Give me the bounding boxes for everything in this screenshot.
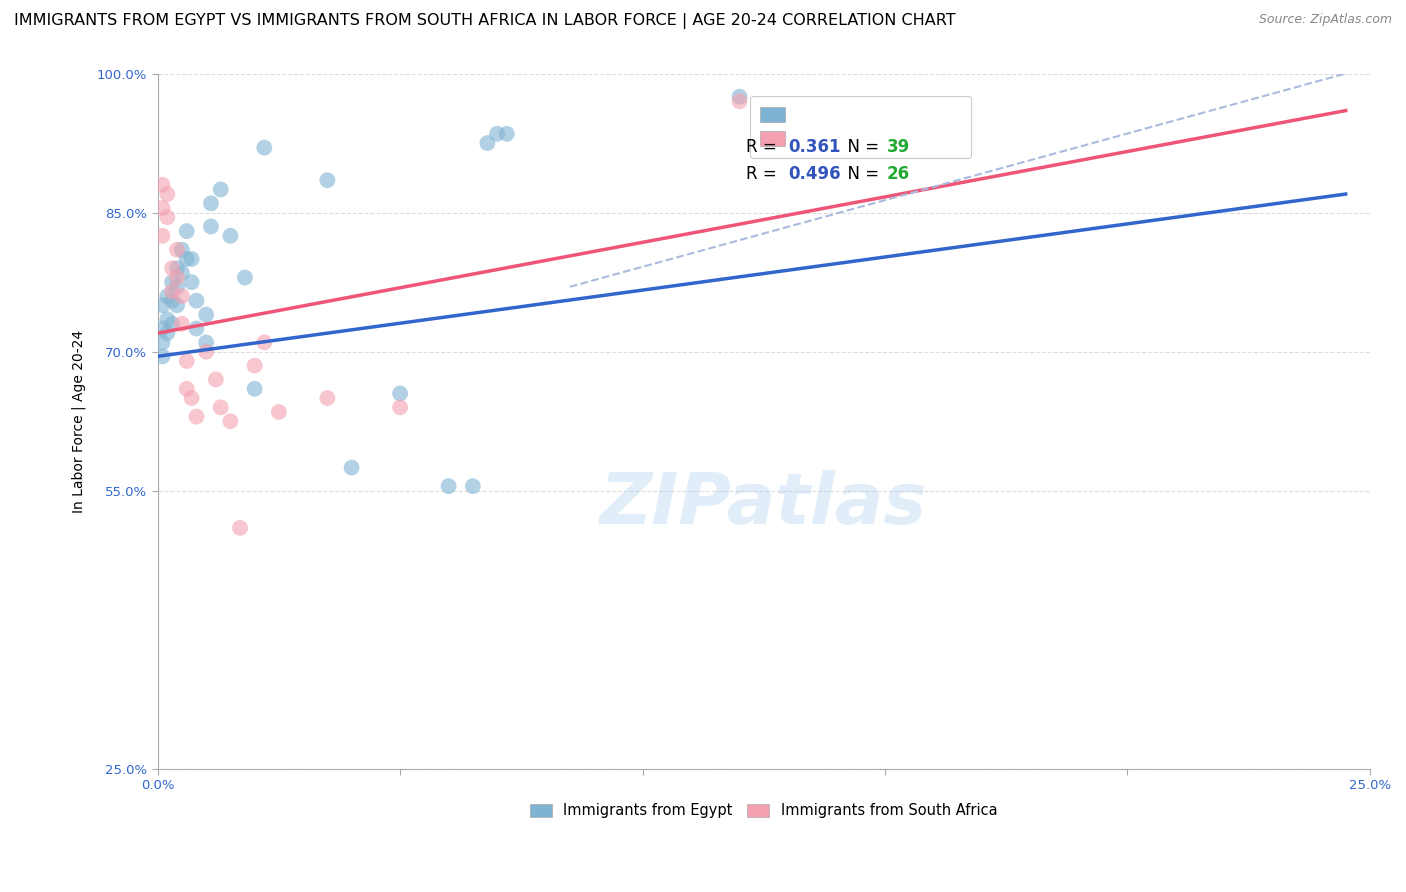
Text: R =: R = bbox=[747, 137, 782, 156]
Point bbox=[152, 349, 174, 363]
Point bbox=[200, 219, 222, 234]
Point bbox=[176, 382, 198, 396]
Point bbox=[243, 382, 266, 396]
Text: Source: ZipAtlas.com: Source: ZipAtlas.com bbox=[1258, 13, 1392, 27]
Point bbox=[152, 335, 174, 350]
Text: N =: N = bbox=[838, 165, 884, 183]
Text: 0.496: 0.496 bbox=[789, 165, 841, 183]
Point bbox=[728, 95, 751, 109]
Point bbox=[209, 401, 232, 415]
Point bbox=[170, 266, 193, 280]
Point bbox=[176, 224, 198, 238]
Point bbox=[156, 187, 179, 202]
Point bbox=[186, 293, 208, 308]
Point bbox=[156, 289, 179, 303]
Point bbox=[160, 317, 183, 331]
Point bbox=[195, 344, 218, 359]
Point bbox=[253, 335, 276, 350]
Point bbox=[728, 89, 751, 103]
Point bbox=[180, 275, 202, 289]
Text: N =: N = bbox=[838, 137, 884, 156]
Point bbox=[166, 280, 188, 294]
Point bbox=[156, 211, 179, 225]
Point bbox=[160, 275, 183, 289]
Point bbox=[176, 354, 198, 368]
Point bbox=[477, 136, 499, 150]
Text: ZIPatlas: ZIPatlas bbox=[600, 470, 928, 539]
Point bbox=[486, 127, 509, 141]
Point bbox=[205, 372, 228, 386]
Point bbox=[389, 386, 412, 401]
Point bbox=[233, 270, 256, 285]
Y-axis label: In Labor Force | Age 20-24: In Labor Force | Age 20-24 bbox=[72, 330, 86, 513]
Text: 0.361: 0.361 bbox=[789, 137, 841, 156]
Point bbox=[437, 479, 460, 493]
Point bbox=[195, 308, 218, 322]
Point bbox=[340, 460, 363, 475]
Point bbox=[195, 335, 218, 350]
Point bbox=[152, 321, 174, 335]
Legend: Immigrants from Egypt, Immigrants from South Africa: Immigrants from Egypt, Immigrants from S… bbox=[524, 797, 1004, 824]
Point bbox=[176, 252, 198, 266]
Point bbox=[166, 243, 188, 257]
Point bbox=[200, 196, 222, 211]
Point bbox=[229, 521, 252, 535]
Point bbox=[389, 401, 412, 415]
Text: R =: R = bbox=[747, 165, 782, 183]
Point bbox=[166, 261, 188, 276]
Point bbox=[267, 405, 290, 419]
Point bbox=[152, 298, 174, 312]
Point bbox=[209, 182, 232, 196]
Point bbox=[170, 317, 193, 331]
Point bbox=[316, 391, 339, 405]
Point bbox=[152, 228, 174, 243]
Point bbox=[152, 178, 174, 192]
Text: 39: 39 bbox=[887, 137, 910, 156]
Point bbox=[156, 326, 179, 340]
Point bbox=[160, 261, 183, 276]
Point bbox=[219, 414, 242, 428]
Point bbox=[156, 312, 179, 326]
Point bbox=[316, 173, 339, 187]
Point bbox=[186, 321, 208, 335]
Text: 26: 26 bbox=[887, 165, 910, 183]
Point bbox=[152, 201, 174, 215]
Point bbox=[166, 298, 188, 312]
Point bbox=[160, 285, 183, 299]
Point bbox=[166, 270, 188, 285]
Point bbox=[180, 391, 202, 405]
Text: IMMIGRANTS FROM EGYPT VS IMMIGRANTS FROM SOUTH AFRICA IN LABOR FORCE | AGE 20-24: IMMIGRANTS FROM EGYPT VS IMMIGRANTS FROM… bbox=[14, 13, 956, 29]
Point bbox=[461, 479, 484, 493]
Point bbox=[170, 289, 193, 303]
Point bbox=[170, 243, 193, 257]
Point bbox=[180, 252, 202, 266]
Point bbox=[243, 359, 266, 373]
Point bbox=[219, 228, 242, 243]
Point bbox=[495, 127, 517, 141]
Point bbox=[186, 409, 208, 424]
Point bbox=[160, 293, 183, 308]
Point bbox=[253, 141, 276, 155]
